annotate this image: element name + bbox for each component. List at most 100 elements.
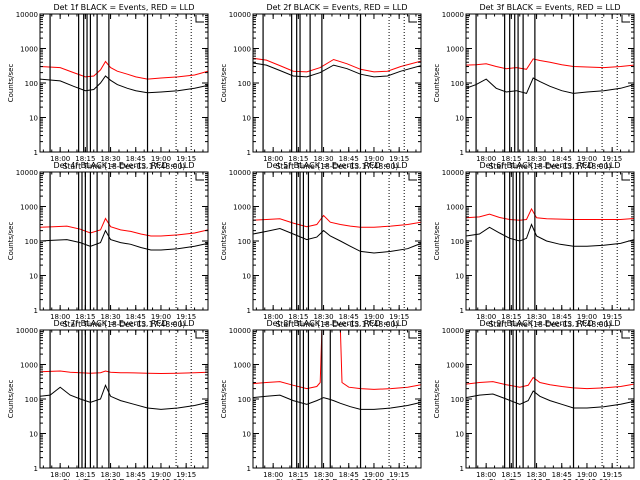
- y-tick-label: 100: [451, 396, 464, 404]
- x-tick-label: 18:30: [100, 313, 120, 321]
- y-axis-label: Counts/sec: [7, 64, 15, 103]
- y-tick-label: 10: [242, 115, 251, 123]
- y-tick-label: 10000: [229, 327, 251, 335]
- x-tick-label: 19:00: [364, 155, 384, 163]
- x-tick-label: 18:30: [526, 155, 546, 163]
- x-tick-label: 18:30: [526, 471, 546, 479]
- x-tick-label: 18:00: [476, 313, 496, 321]
- data-series-group: [466, 376, 634, 409]
- x-tick-label: 19:00: [577, 471, 597, 479]
- x-tick-label: 18:30: [313, 471, 333, 479]
- y-tick-label: 1000: [20, 362, 38, 370]
- x-axis-label: Start Time (18-Dec-13 17:48:00): [276, 320, 398, 329]
- events-series-line: [40, 383, 208, 410]
- x-tick-label: 19:15: [389, 313, 409, 321]
- y-axis-label: Counts/sec: [220, 380, 228, 419]
- lld-series-line: [40, 60, 208, 80]
- x-tick-label: 19:00: [151, 471, 171, 479]
- x-tick-label: 19:15: [176, 155, 196, 163]
- y-axis-label: Counts/sec: [433, 222, 441, 261]
- events-series-line: [253, 227, 421, 254]
- x-tick-label: 19:15: [176, 471, 196, 479]
- x-axis-label: Start Time (18-Dec-13 17:48:00): [63, 478, 185, 480]
- corner-bracket-mark: [621, 15, 630, 23]
- y-tick-label: 1: [460, 149, 464, 157]
- lld-series-line: [253, 57, 421, 73]
- x-tick-label: 18:00: [50, 471, 70, 479]
- events-series-line: [466, 77, 634, 94]
- events-series-line: [466, 223, 634, 247]
- panel-5: Det 5f BLACK = Events, RED = LLD 1 10 100 10…: [220, 161, 422, 329]
- events-series-line: [253, 62, 421, 78]
- x-tick-label: 19:15: [602, 471, 622, 479]
- panel-7: Det 7f BLACK = Events, RED = LLD 1 10 100 10…: [7, 319, 209, 480]
- events-series-line: [40, 75, 208, 94]
- data-series-group: [253, 214, 421, 254]
- y-tick-label: 100: [238, 396, 251, 404]
- x-tick-label: 18:00: [50, 313, 70, 321]
- events-series-line: [253, 394, 421, 410]
- y-tick-label: 1: [460, 307, 464, 315]
- y-tick-label: 10: [242, 431, 251, 439]
- x-tick-label: 18:15: [501, 313, 521, 321]
- x-tick-label: 18:15: [288, 155, 308, 163]
- y-tick-label: 1000: [233, 204, 251, 212]
- corner-bracket-mark: [621, 331, 630, 339]
- y-tick-label: 1000: [233, 46, 251, 54]
- panel-title: Det 4f BLACK = Events, RED = LLD: [53, 161, 194, 170]
- y-tick-label: 1: [247, 465, 251, 473]
- y-tick-label: 100: [451, 238, 464, 246]
- y-axis-label: Counts/sec: [433, 64, 441, 103]
- corner-bracket-mark: [195, 15, 204, 23]
- x-tick-label: 18:45: [126, 471, 146, 479]
- x-tick-label: 18:15: [288, 471, 308, 479]
- corner-bracket-mark: [408, 173, 417, 181]
- panel-2: Det 2f BLACK = Events, RED = LLD 1 10 100 10…: [220, 3, 422, 171]
- corner-bracket-mark: [408, 15, 417, 23]
- x-axis-label: Start Time (18-Dec-13 17:48:00): [276, 478, 398, 480]
- panel-title: Det 1f BLACK = Events, RED = LLD: [53, 3, 194, 12]
- y-tick-label: 10: [455, 431, 464, 439]
- y-tick-label: 10: [29, 115, 38, 123]
- plot-frame: [252, 171, 422, 311]
- y-tick-label: 10: [29, 273, 38, 281]
- lld-series-line: [40, 217, 208, 237]
- y-tick-label: 10: [455, 273, 464, 281]
- y-tick-label: 1000: [20, 46, 38, 54]
- data-series-group: [40, 60, 208, 94]
- x-tick-label: 19:00: [364, 313, 384, 321]
- y-tick-label: 100: [238, 80, 251, 88]
- panel-title: Det 5f BLACK = Events, RED = LLD: [266, 161, 407, 170]
- y-axis-label: Counts/sec: [433, 380, 441, 419]
- x-tick-label: 18:15: [501, 471, 521, 479]
- y-tick-label: 10000: [16, 327, 38, 335]
- x-tick-label: 18:30: [100, 471, 120, 479]
- lld-series-line: [466, 376, 634, 390]
- y-tick-label: 10000: [442, 169, 464, 177]
- x-tick-label: 18:45: [552, 471, 572, 479]
- lld-series-line: [40, 370, 208, 375]
- y-axis-label: Counts/sec: [220, 222, 228, 261]
- y-tick-label: 10: [455, 115, 464, 123]
- x-tick-label: 18:00: [476, 471, 496, 479]
- y-tick-label: 100: [25, 80, 38, 88]
- y-tick-label: 1000: [446, 46, 464, 54]
- x-tick-label: 18:45: [126, 155, 146, 163]
- panel-4: Det 4f BLACK = Events, RED = LLD 1 10 100 10…: [7, 161, 209, 329]
- panel-6: Det 6f BLACK = Events, RED = LLD 1 10 100 10…: [433, 161, 635, 329]
- x-tick-label: 18:00: [50, 155, 70, 163]
- data-series-group: [253, 57, 421, 78]
- x-tick-label: 18:30: [526, 313, 546, 321]
- x-tick-label: 19:00: [577, 313, 597, 321]
- y-tick-label: 10: [29, 431, 38, 439]
- plot-frame: [465, 171, 635, 311]
- y-tick-label: 1: [247, 307, 251, 315]
- x-tick-label: 19:00: [151, 155, 171, 163]
- x-tick-label: 18:15: [75, 313, 95, 321]
- corner-bracket-mark: [408, 331, 417, 339]
- data-series-group: [466, 58, 634, 94]
- y-tick-label: 10000: [229, 169, 251, 177]
- x-axis-label: Start Time (18-Dec-13 17:48:00): [63, 320, 185, 329]
- x-tick-label: 18:45: [552, 313, 572, 321]
